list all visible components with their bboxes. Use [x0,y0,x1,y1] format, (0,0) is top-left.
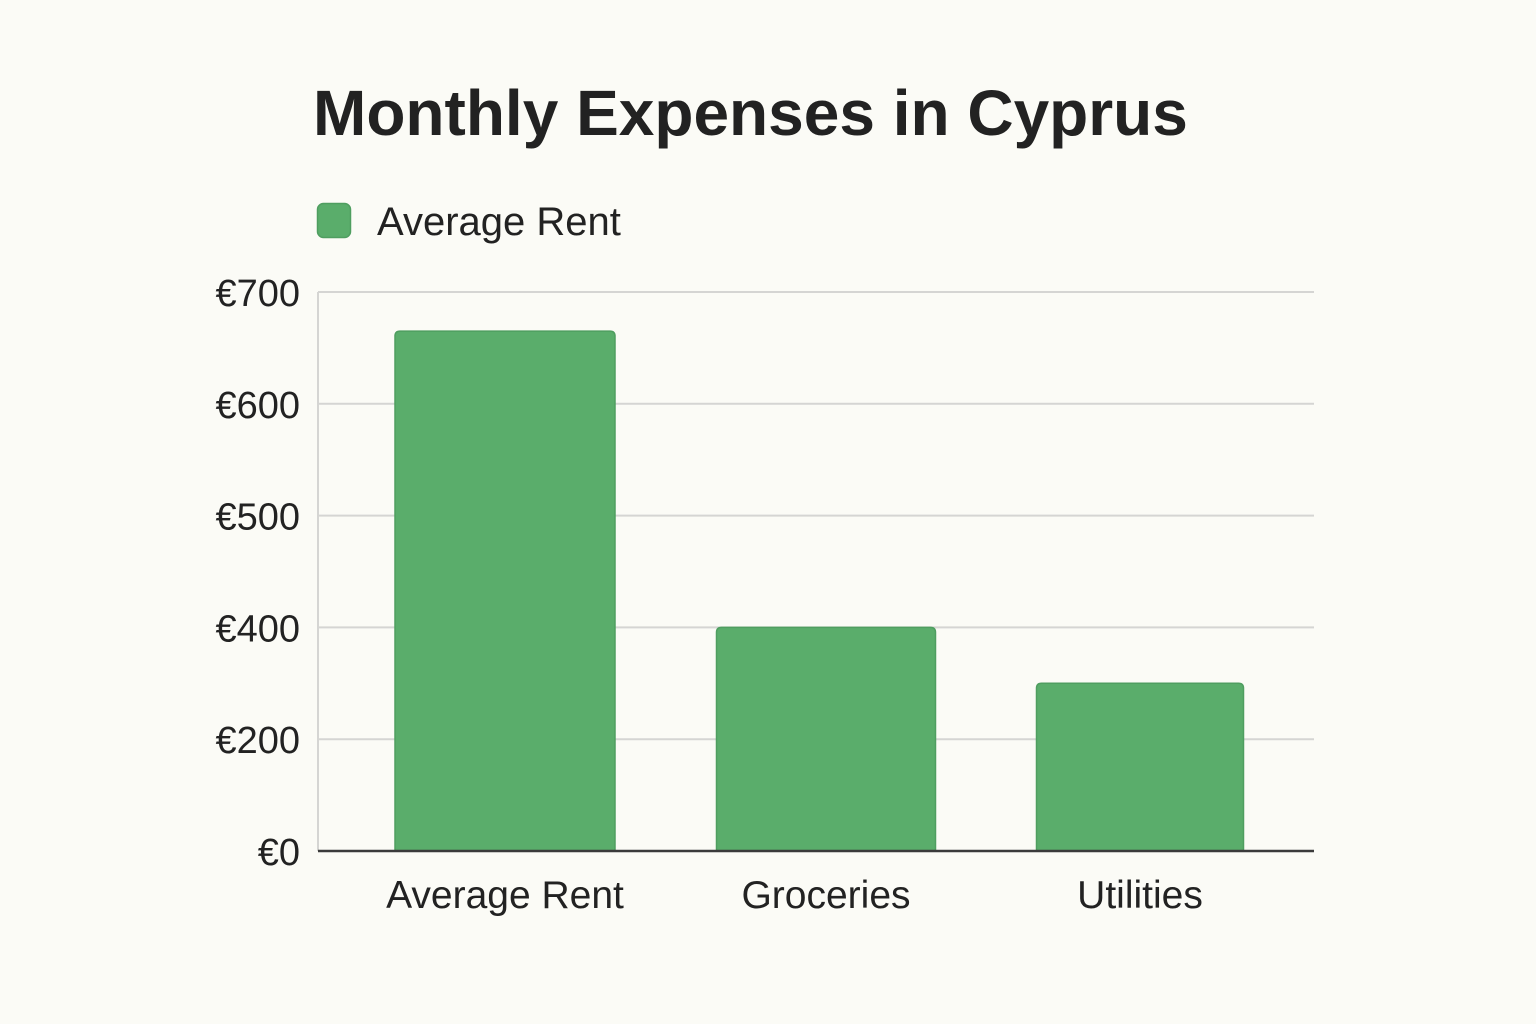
bars [394,330,1245,852]
y-tick-label-700: €700 [215,273,300,315]
y-tick-label-500: €500 [215,497,300,539]
chart-title: Monthly Expenses in Cyprus [313,77,1188,149]
bar-groceries [715,626,937,852]
legend-swatch-average-rent [316,202,352,239]
y-tick-label-0: €0 [258,832,300,874]
y-tick-label-400: €400 [215,608,300,650]
x-tick-label-utilities: Utilities [1077,874,1203,917]
bar-utilities [1035,682,1245,852]
legend-label-average-rent: Average Rent [377,200,621,244]
y-axis: €0 €200 €400 €500 €600 €700 [215,273,300,874]
x-tick-label-average-rent: Average Rent [386,874,624,917]
y-tick-label-600: €600 [215,385,300,427]
x-axis: Average Rent Groceries Utilities [318,849,1314,917]
legend: Average Rent [316,200,621,244]
y-tick-label-200: €200 [215,720,300,762]
x-tick-label-groceries: Groceries [741,874,910,917]
bar-average-rent [394,330,616,852]
